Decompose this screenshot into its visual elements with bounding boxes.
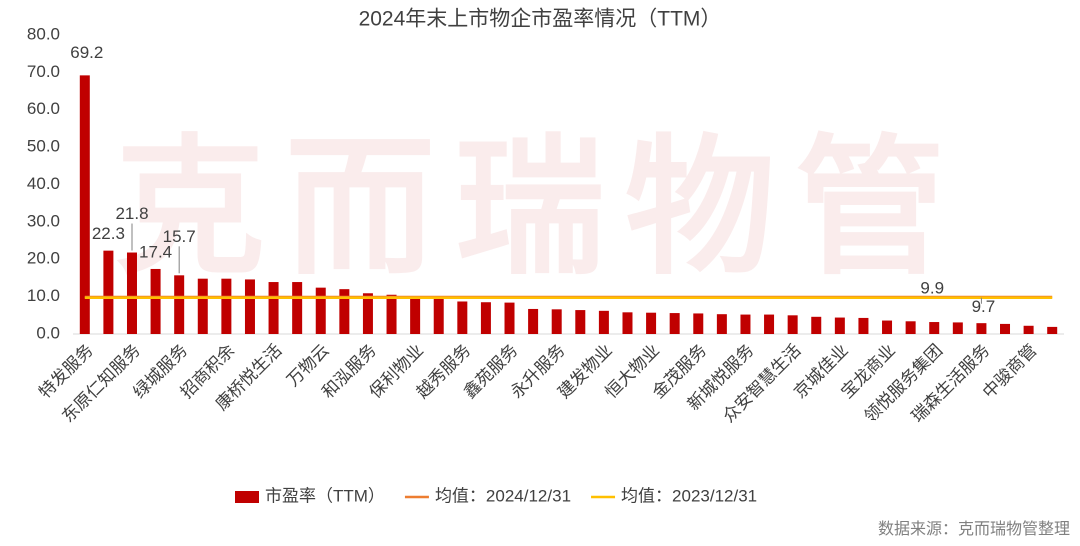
- bar: [339, 289, 350, 334]
- bar: [976, 323, 987, 334]
- bar: [244, 279, 255, 334]
- bar: [1023, 325, 1034, 334]
- bar: [197, 278, 208, 334]
- bar: [1000, 323, 1011, 334]
- bar: [79, 75, 90, 335]
- bar: [268, 282, 279, 334]
- bar: [480, 302, 491, 334]
- data-label: 21.8: [115, 204, 148, 223]
- y-tick-label: 40.0: [27, 174, 60, 193]
- y-tick-label: 30.0: [27, 211, 60, 230]
- legend-swatch: [235, 491, 259, 503]
- bar: [811, 316, 822, 334]
- mean-label: 9.9: [920, 278, 944, 297]
- bar: [174, 275, 185, 334]
- y-tick-label: 20.0: [27, 249, 60, 268]
- bar: [622, 312, 633, 334]
- bar: [905, 321, 916, 334]
- bar: [315, 287, 326, 334]
- bar: [834, 317, 845, 334]
- mean-label: 9.7: [972, 297, 996, 316]
- bar: [457, 301, 468, 334]
- legend-label: 均值：2023/12/31: [621, 486, 757, 505]
- y-tick-label: 80.0: [27, 24, 60, 43]
- bar: [292, 282, 303, 334]
- bar: [693, 313, 704, 334]
- bar: [103, 250, 114, 334]
- data-label: 22.3: [92, 224, 125, 243]
- y-tick-label: 50.0: [27, 137, 60, 156]
- bar: [669, 313, 680, 334]
- bar: [929, 322, 940, 334]
- bar: [787, 315, 798, 334]
- bar: [952, 322, 963, 334]
- bar: [575, 310, 586, 334]
- bar: [740, 314, 751, 334]
- bar: [433, 297, 444, 334]
- data-label: 15.7: [163, 227, 196, 246]
- bar: [221, 278, 232, 334]
- legend-label: 均值：2024/12/31: [435, 486, 571, 505]
- bar: [386, 294, 397, 334]
- bar: [362, 293, 373, 334]
- source-note: 数据来源：克而瑞物管整理: [878, 520, 1070, 538]
- bar: [716, 314, 727, 334]
- y-tick-label: 70.0: [27, 62, 60, 81]
- legend-label: 市盈率（TTM）: [265, 486, 385, 505]
- chart-title: 2024年末上市物企市盈率情况（TTM）: [359, 8, 722, 31]
- bar: [1047, 326, 1058, 334]
- bar: [764, 314, 775, 334]
- bar: [646, 312, 657, 334]
- bar: [528, 308, 539, 334]
- watermark: 克而瑞物管: [115, 124, 965, 292]
- bar: [598, 310, 609, 334]
- y-tick-label: 60.0: [27, 99, 60, 118]
- data-label: 17.4: [139, 242, 172, 261]
- y-tick-label: 10.0: [27, 286, 60, 305]
- bar: [410, 296, 421, 334]
- bar: [858, 317, 869, 334]
- data-label: 69.2: [70, 43, 103, 62]
- bar: [882, 320, 893, 334]
- bar: [150, 268, 161, 334]
- bar: [551, 309, 562, 334]
- bar: [504, 302, 515, 334]
- y-tick-label: 0.0: [36, 323, 60, 342]
- bar: [126, 252, 137, 334]
